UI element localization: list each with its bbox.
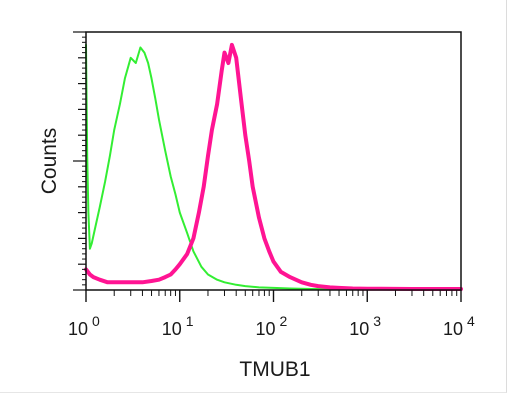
x-tick-label-base: 10 [443,319,463,339]
x-tick-label: 10 2 [256,313,288,339]
x-tick-label-base: 10 [256,319,276,339]
x-tick-label-base: 10 [68,319,88,339]
x-tick-label: 10 0 [68,313,100,339]
series-line-1 [85,43,462,291]
x-tick-labels: 10 0 10 1 10 2 10 3 10 4 [68,313,475,339]
traces-group [84,42,463,291]
x-tick-label: 10 1 [162,313,194,339]
y-axis-ticks [73,31,86,291]
x-axis-label: TMUB1 [239,358,310,381]
y-axis-label: Counts [38,128,61,195]
x-axis-ticks [85,290,462,302]
x-tick-label: 10 3 [349,313,381,339]
plot-frame [85,31,462,291]
x-tick-label-base: 10 [162,319,182,339]
x-tick-label-base: 10 [349,319,369,339]
series-line-2 [84,42,463,291]
x-tick-label-exponent: 4 [467,313,475,329]
x-tick-label-exponent: 3 [373,313,381,329]
x-tick-label: 10 4 [443,313,475,339]
x-tick-label-exponent: 1 [186,313,194,329]
x-tick-label-exponent: 2 [280,313,288,329]
x-tick-label-exponent: 0 [92,313,100,329]
